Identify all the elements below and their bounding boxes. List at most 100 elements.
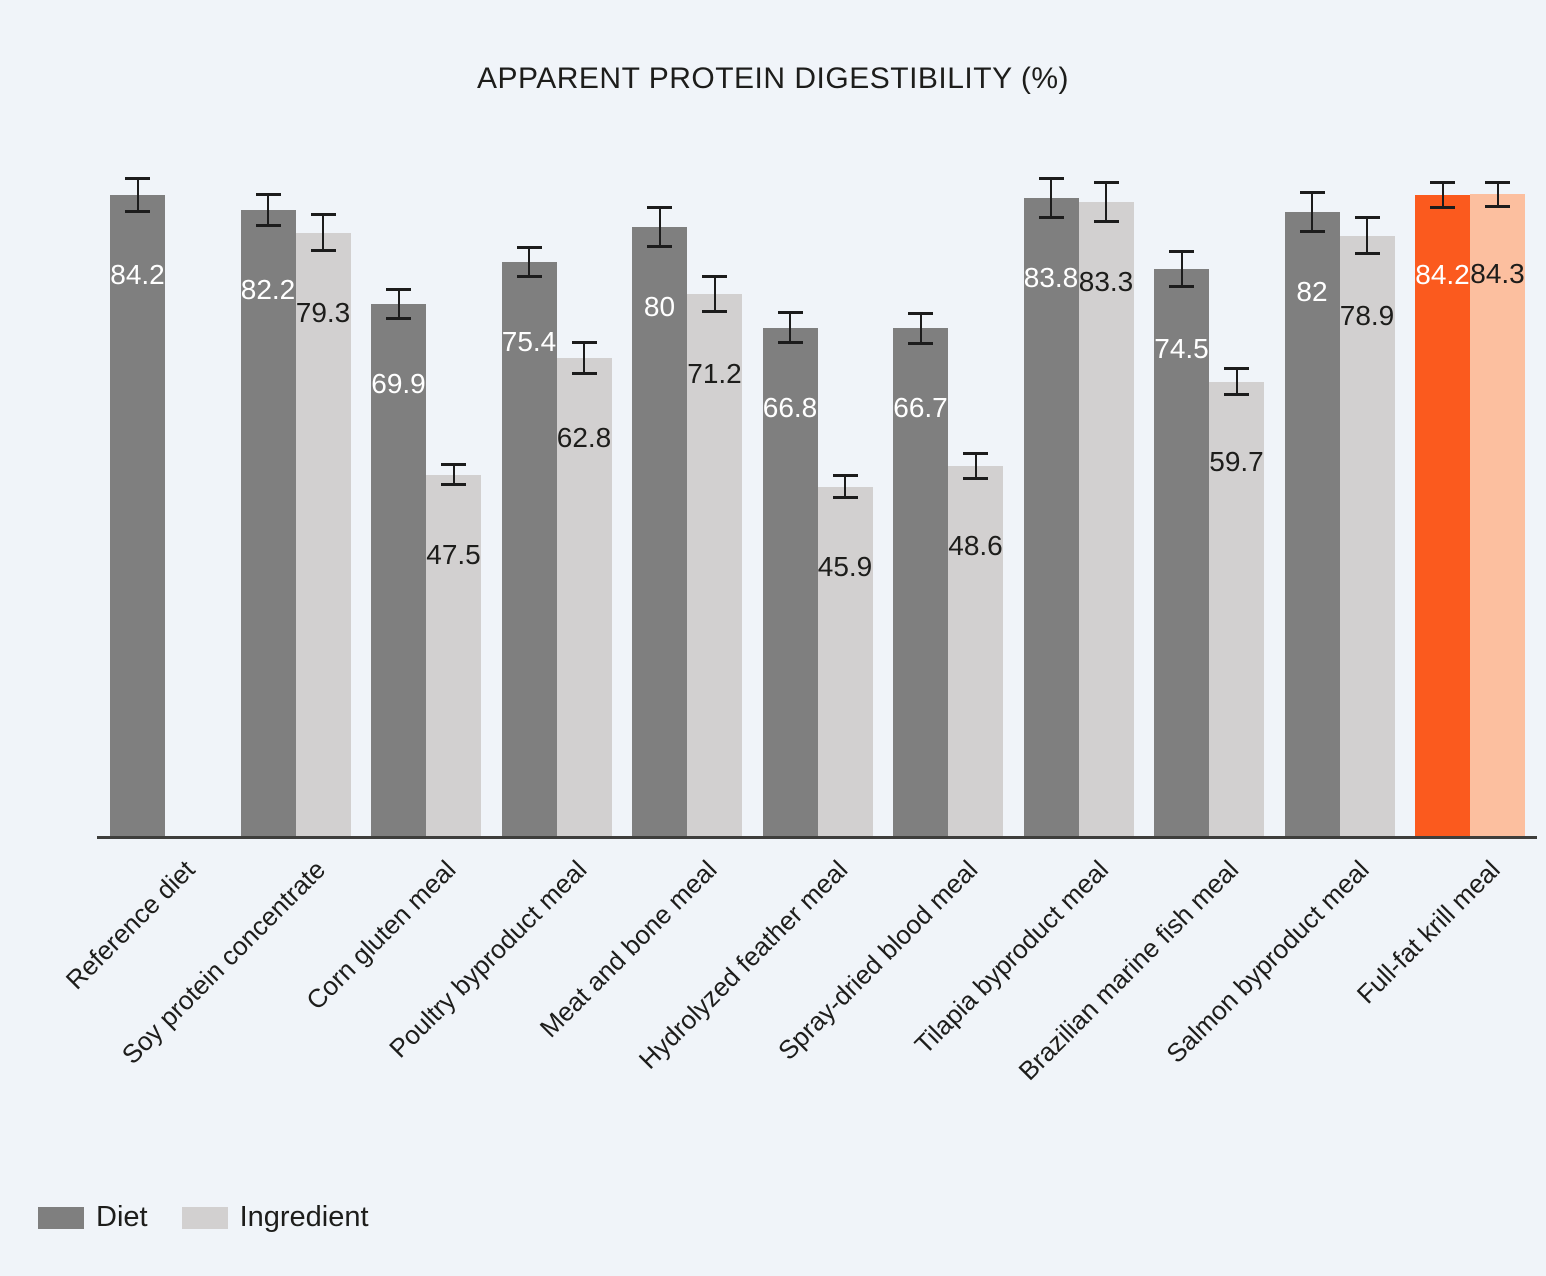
error-bar-cap-top-ingredient-soy-protein-concentrate: [310, 213, 336, 217]
error-bar-cap-bottom-diet-salmon-byproduct-meal: [1299, 229, 1325, 233]
bar-diet-tilapia-byproduct-meal: [1023, 198, 1079, 836]
value-label-ingredient-soy-protein-concentrate: 79.3: [295, 296, 351, 328]
error-bar-cap-top-ingredient-corn-gluten-meal: [441, 462, 466, 466]
error-bar-whisker-diet-soy-protein-concentrate: [267, 194, 269, 227]
value-label-diet-meat-and-bone-meal: 80: [643, 291, 676, 323]
value-label-ingredient-hydrolyzed-feather-meal: 45.9: [817, 550, 873, 582]
value-label-ingredient-tilapia-byproduct-meal: 83.3: [1078, 266, 1134, 298]
error-bar-cap-top-diet-soy-protein-concentrate: [255, 193, 281, 197]
bar-diet-reference-diet: [110, 195, 165, 836]
error-bar-cap-bottom-ingredient-hydrolyzed-feather-meal: [832, 496, 858, 500]
value-label-ingredient-brazilian-marine-fish-meal: 59.7: [1209, 445, 1264, 477]
error-bar-cap-top-diet-brazilian-marine-fish-meal: [1169, 249, 1194, 253]
error-bar-cap-bottom-ingredient-corn-gluten-meal: [441, 483, 466, 487]
error-bar-whisker-ingredient-meat-and-bone-meal: [713, 275, 716, 313]
error-bar-whisker-diet-poultry-byproduct-meal: [528, 246, 530, 278]
x-tick-label-reference-diet: Reference diet: [59, 854, 201, 996]
bar-ingredient-poultry-byproduct-meal: [556, 358, 612, 836]
error-bar-cap-bottom-ingredient-salmon-byproduct-meal: [1354, 251, 1380, 255]
error-bar-cap-bottom-diet-tilapia-byproduct-meal: [1038, 216, 1064, 220]
legend-item-ingredient: Ingredient: [181, 1201, 369, 1234]
error-bar-whisker-diet-corn-gluten-meal: [397, 288, 400, 320]
bar-diet-full-fat-krill-meal: [1415, 195, 1470, 836]
error-bar-whisker-ingredient-tilapia-byproduct-meal: [1105, 182, 1107, 222]
error-bar-cap-top-diet-hydrolyzed-feather-meal: [777, 311, 803, 315]
value-label-ingredient-spray-dried-blood-meal: 48.6: [948, 530, 1003, 562]
value-label-diet-full-fat-krill-meal: 84.2: [1415, 259, 1470, 291]
value-label-diet-spray-dried-blood-meal: 66.7: [893, 392, 948, 424]
bar-diet-hydrolyzed-feather-meal: [762, 327, 818, 836]
error-bar-cap-top-diet-salmon-byproduct-meal: [1299, 191, 1325, 195]
error-bar-cap-bottom-diet-full-fat-krill-meal: [1430, 206, 1455, 210]
error-bar-cap-bottom-diet-corn-gluten-meal: [386, 317, 411, 321]
value-label-diet-salmon-byproduct-meal: 82: [1296, 275, 1328, 307]
error-bar-whisker-ingredient-hydrolyzed-feather-meal: [844, 475, 846, 499]
error-bar-cap-top-diet-reference-diet: [125, 177, 150, 181]
error-bar-whisker-diet-brazilian-marine-fish-meal: [1180, 250, 1183, 288]
value-label-diet-poultry-byproduct-meal: 75.4: [501, 326, 557, 358]
error-bar-whisker-diet-meat-and-bone-meal: [658, 207, 661, 247]
error-bar-cap-top-diet-full-fat-krill-meal: [1430, 181, 1455, 185]
bar-ingredient-corn-gluten-meal: [426, 474, 481, 836]
error-bar-cap-bottom-diet-meat-and-bone-meal: [647, 244, 672, 248]
error-bar-cap-bottom-ingredient-soy-protein-concentrate: [310, 248, 336, 252]
error-bar-cap-top-ingredient-brazilian-marine-fish-meal: [1224, 366, 1249, 370]
error-bar-cap-top-ingredient-poultry-byproduct-meal: [571, 341, 597, 345]
bar-diet-salmon-byproduct-meal: [1284, 211, 1340, 836]
value-label-diet-tilapia-byproduct-meal: 83.8: [1023, 262, 1079, 294]
value-label-diet-reference-diet: 84.2: [110, 259, 165, 291]
error-bar-cap-bottom-ingredient-brazilian-marine-fish-meal: [1224, 393, 1249, 397]
error-bar-whisker-diet-reference-diet: [136, 178, 139, 212]
bar-ingredient-tilapia-byproduct-meal: [1078, 202, 1134, 836]
bar-diet-poultry-byproduct-meal: [501, 262, 557, 836]
chart-title: APPARENT PROTEIN DIGESTIBILITY (%): [476, 62, 1070, 95]
bar-diet-meat-and-bone-meal: [632, 227, 687, 836]
error-bar-cap-top-ingredient-hydrolyzed-feather-meal: [832, 474, 858, 478]
error-bar-cap-bottom-ingredient-meat-and-bone-meal: [702, 310, 727, 314]
error-bar-whisker-diet-hydrolyzed-feather-meal: [789, 312, 791, 343]
error-bar-whisker-diet-salmon-byproduct-meal: [1311, 192, 1313, 232]
error-bar-whisker-ingredient-full-fat-krill-meal: [1496, 181, 1499, 208]
bar-diet-soy-protein-concentrate: [240, 210, 296, 836]
bar-ingredient-hydrolyzed-feather-meal: [817, 486, 873, 836]
legend-swatch-diet: [38, 1206, 84, 1229]
legend-label-diet: Diet: [96, 1201, 148, 1233]
bar-ingredient-meat-and-bone-meal: [687, 294, 742, 836]
value-label-ingredient-meat-and-bone-meal: 71.2: [687, 358, 742, 390]
value-label-ingredient-full-fat-krill-meal: 84.3: [1470, 258, 1525, 290]
error-bar-whisker-ingredient-salmon-byproduct-meal: [1366, 217, 1368, 254]
error-bar-cap-top-ingredient-salmon-byproduct-meal: [1354, 216, 1380, 220]
legend-item-diet: Diet: [38, 1201, 148, 1234]
error-bar-cap-bottom-diet-poultry-byproduct-meal: [516, 275, 542, 279]
error-bar-whisker-diet-spray-dried-blood-meal: [919, 313, 922, 344]
error-bar-cap-bottom-ingredient-spray-dried-blood-meal: [963, 477, 988, 481]
bar-ingredient-soy-protein-concentrate: [295, 232, 351, 836]
error-bar-cap-bottom-ingredient-full-fat-krill-meal: [1485, 205, 1510, 209]
error-bar-cap-bottom-ingredient-tilapia-byproduct-meal: [1093, 219, 1119, 223]
bar-diet-corn-gluten-meal: [371, 304, 426, 836]
legend: Diet Ingredient: [38, 1201, 369, 1234]
error-bar-cap-top-diet-meat-and-bone-meal: [647, 206, 672, 210]
value-label-ingredient-salmon-byproduct-meal: 78.9: [1339, 299, 1395, 331]
value-label-diet-corn-gluten-meal: 69.9: [371, 368, 426, 400]
error-bar-cap-top-diet-tilapia-byproduct-meal: [1038, 177, 1064, 181]
error-bar-cap-bottom-diet-soy-protein-concentrate: [255, 224, 281, 228]
x-tick-label-brazilian-marine-fish-meal: Brazilian marine fish meal: [1012, 854, 1245, 1086]
error-bar-whisker-ingredient-spray-dried-blood-meal: [974, 453, 977, 480]
value-label-ingredient-corn-gluten-meal: 47.5: [426, 538, 481, 570]
error-bar-cap-top-diet-spray-dried-blood-meal: [908, 312, 933, 316]
error-bar-whisker-ingredient-corn-gluten-meal: [452, 463, 455, 486]
value-label-diet-hydrolyzed-feather-meal: 66.8: [762, 391, 818, 423]
bar-diet-spray-dried-blood-meal: [893, 328, 948, 836]
error-bar-cap-top-ingredient-meat-and-bone-meal: [702, 274, 727, 278]
error-bar-cap-bottom-diet-hydrolyzed-feather-meal: [777, 340, 803, 344]
legend-swatch-ingredient: [181, 1206, 228, 1229]
error-bar-cap-bottom-ingredient-poultry-byproduct-meal: [571, 372, 597, 376]
value-label-ingredient-poultry-byproduct-meal: 62.8: [556, 422, 612, 454]
error-bar-cap-bottom-diet-reference-diet: [125, 209, 150, 213]
x-tick-label-full-fat-krill-meal: Full-fat krill meal: [1350, 854, 1506, 1010]
error-bar-cap-top-ingredient-full-fat-krill-meal: [1485, 180, 1510, 184]
error-bar-cap-bottom-diet-brazilian-marine-fish-meal: [1169, 285, 1194, 289]
